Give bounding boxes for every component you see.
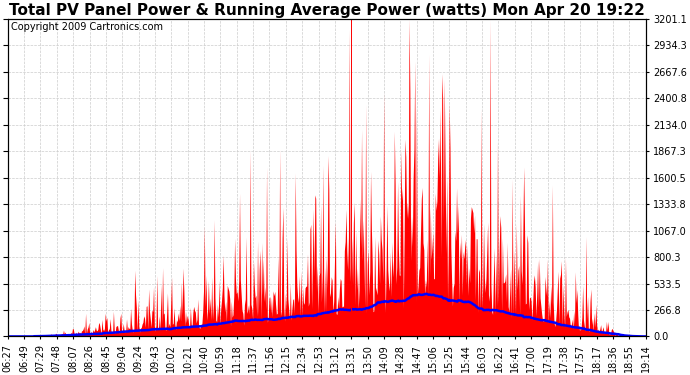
Title: Total PV Panel Power & Running Average Power (watts) Mon Apr 20 19:22: Total PV Panel Power & Running Average P… <box>9 3 644 18</box>
Text: Copyright 2009 Cartronics.com: Copyright 2009 Cartronics.com <box>11 22 163 32</box>
